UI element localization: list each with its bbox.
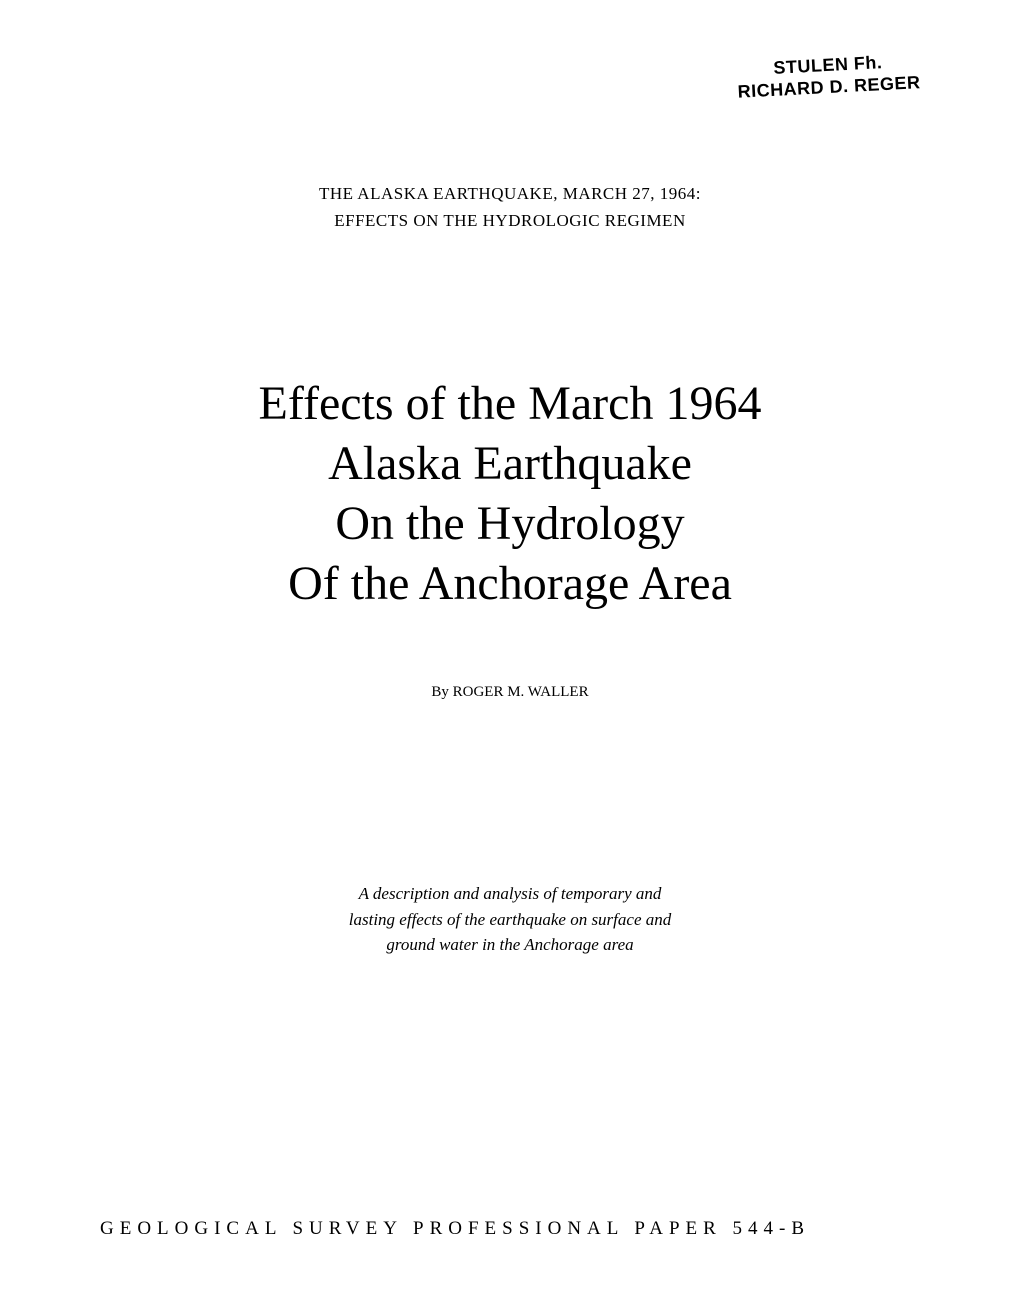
title-line3: On the Hydrology (90, 494, 930, 554)
document-series: GEOLOGICAL SURVEY PROFESSIONAL PAPER 544… (100, 1218, 930, 1240)
document-title: Effects of the March 1964 Alaska Earthqu… (90, 374, 930, 614)
header-line1: THE ALASKA EARTHQUAKE, MARCH 27, 1964: (90, 180, 930, 207)
description-line2: lasting effects of the earthquake on sur… (290, 907, 730, 933)
description-line1: A description and analysis of temporary … (290, 881, 730, 907)
title-line4: Of the Anchorage Area (90, 554, 930, 614)
title-line2: Alaska Earthquake (90, 434, 930, 494)
header-line2: EFFECTS ON THE HYDROLOGIC REGIMEN (90, 207, 930, 234)
document-description: A description and analysis of temporary … (290, 881, 730, 958)
document-header: THE ALASKA EARTHQUAKE, MARCH 27, 1964: E… (90, 180, 930, 234)
title-line1: Effects of the March 1964 (90, 374, 930, 434)
author-byline: By ROGER M. WALLER (90, 684, 930, 701)
description-line3: ground water in the Anchorage area (290, 932, 730, 958)
owner-stamp: STULEN Fh. RICHARD D. REGER (736, 50, 921, 103)
